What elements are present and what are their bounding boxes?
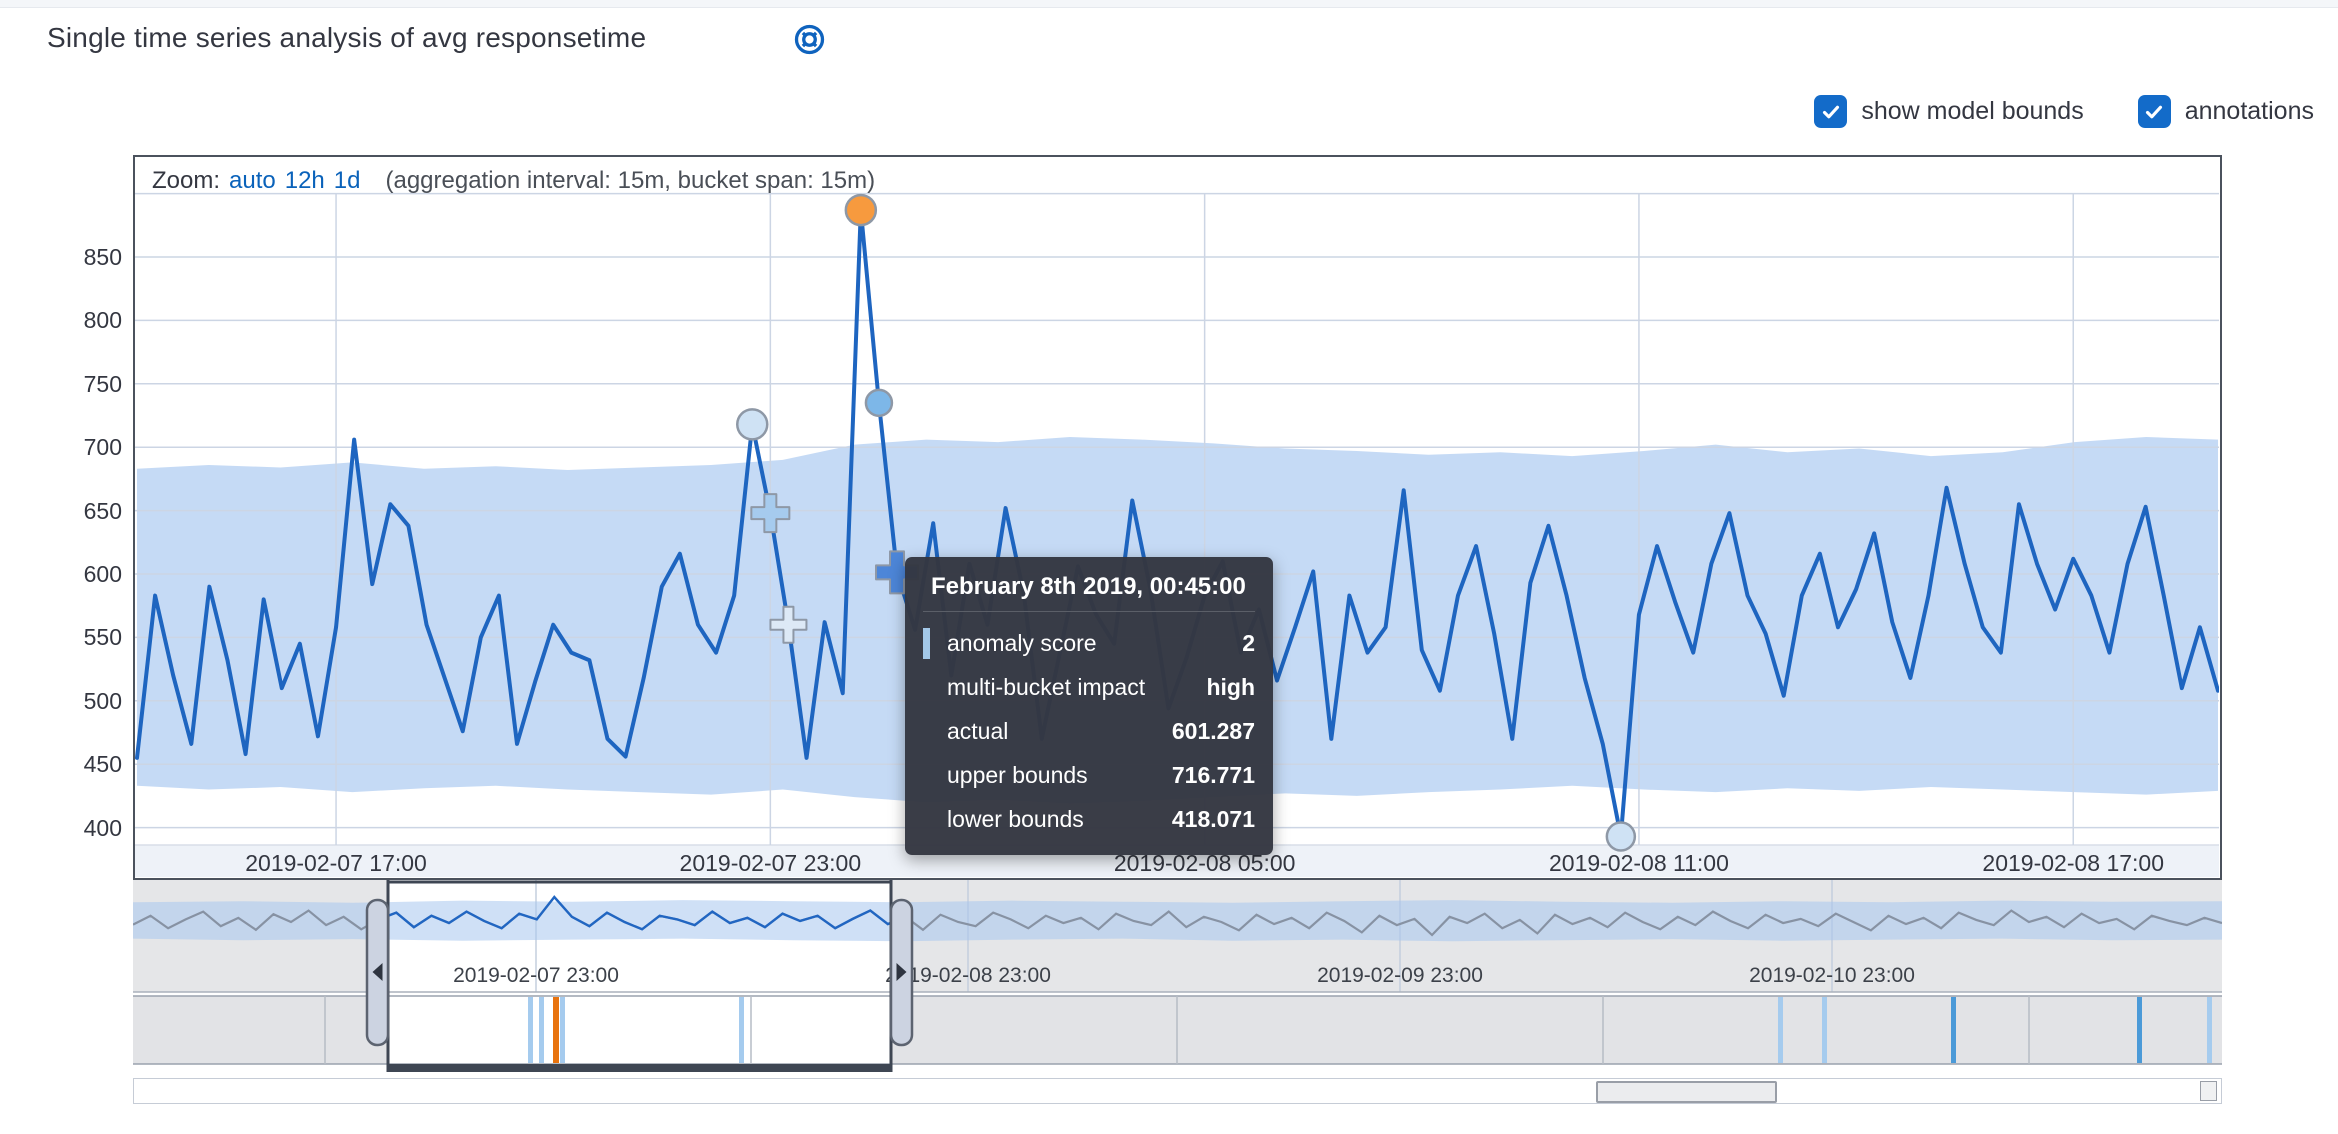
tooltip-row: anomaly score 2: [923, 621, 1255, 665]
context-chart[interactable]: 2019-02-07 23:00 2019-02-08 23:00 2019-02-…: [132, 880, 2223, 1074]
svg-text:2019-02-08 17:00: 2019-02-08 17:00: [1982, 850, 2164, 876]
y-tick-label: 450: [83, 751, 122, 778]
swimlane-anomaly-tick: [1822, 997, 1827, 1063]
swimlane-anomaly-tick: [528, 997, 533, 1063]
tooltip-row: lower bounds 418.071: [947, 805, 1255, 832]
zoom-link-12h[interactable]: 12h: [284, 167, 325, 194]
page-top-strip: [0, 0, 2338, 8]
y-tick-label: 650: [83, 497, 122, 524]
severity-marker: [923, 621, 947, 665]
y-tick-label: 600: [83, 561, 122, 587]
swimlane-anomaly-tick: [1951, 997, 1956, 1063]
show-model-bounds-label: show model bounds: [1861, 97, 2084, 125]
y-tick-label: 750: [83, 370, 122, 397]
y-tick-label: 700: [83, 434, 122, 461]
anomaly-marker-circle: [1605, 821, 1637, 852]
y-tick-label: 400: [83, 814, 122, 841]
context-tick-label: 2019-02-08 23:00: [885, 964, 1051, 987]
show-model-bounds-checkbox[interactable]: show model bounds: [1814, 95, 2084, 128]
zoom-link-auto[interactable]: auto: [229, 167, 276, 194]
y-tick-label: 850: [83, 244, 122, 270]
aggregation-interval-note: (aggregation interval: 15m, bucket span:…: [385, 167, 876, 194]
zoom-link-1d[interactable]: 1d: [333, 167, 361, 194]
scrollbar-grip[interactable]: [2200, 1081, 2217, 1101]
svg-text:2019-02-07 23:00: 2019-02-07 23:00: [680, 850, 862, 876]
anomaly-marker-circle: [736, 408, 769, 441]
scrollbar-thumb[interactable]: [1596, 1081, 1777, 1103]
brush-bottom-bar: [386, 1064, 893, 1072]
y-tick-label: 800: [83, 307, 122, 334]
tooltip-row: upper bounds 716.771: [947, 761, 1255, 788]
annotations-checkbox[interactable]: annotations: [2137, 95, 2314, 128]
anomaly-marker-cross: [875, 550, 920, 595]
y-tick-label: 500: [83, 687, 122, 714]
chart-zoom-header: Zoom: auto 12h 1d (aggregation interval:…: [152, 167, 875, 195]
swimlane-anomaly-tick: [2137, 997, 2142, 1063]
horizontal-scrollbar[interactable]: [133, 1078, 2222, 1104]
svg-text:2019-02-08 11:00: 2019-02-08 11:00: [1549, 850, 1729, 876]
y-tick-label: 550: [83, 624, 122, 651]
svg-text:2019-02-07 17:00: 2019-02-07 17:00: [245, 850, 427, 876]
tooltip-row: multi-bucket impact high: [947, 673, 1255, 700]
brush-handle-arrow-left: [372, 963, 383, 981]
anomaly-tooltip: February 8th 2019, 00:45:00 anomaly scor…: [905, 557, 1273, 855]
context-tick-label: 2019-02-10 23:00: [1749, 964, 1915, 987]
annotations-label: annotations: [2184, 97, 2314, 125]
checkbox-checked-icon[interactable]: [2137, 95, 2171, 128]
anomaly-marker-cross: [769, 605, 808, 644]
page-title: Single time series analysis of avg respo…: [47, 22, 647, 53]
zoom-label: Zoom:: [152, 167, 221, 194]
tooltip-title: February 8th 2019, 00:45:00: [923, 569, 1255, 612]
help-ring-icon[interactable]: [793, 23, 826, 56]
anomaly-marker-circle: [864, 388, 894, 418]
chart-controls: show model bounds annotations: [1814, 95, 2314, 128]
swimlane-anomaly-tick: [553, 997, 559, 1063]
swimlane-anomaly-tick: [2207, 997, 2212, 1063]
context-tick-label: 2019-02-09 23:00: [1317, 964, 1483, 987]
brush-handle-arrow-right: [896, 963, 907, 981]
anomaly-marker-cross: [750, 493, 791, 534]
swimlane-anomaly-tick: [560, 997, 565, 1063]
context-tick-label: 2019-02-07 23:00: [453, 964, 619, 987]
swimlane-anomaly-tick: [739, 997, 744, 1063]
checkbox-checked-icon[interactable]: [1814, 95, 1848, 128]
anomaly-marker-circle: [844, 193, 878, 227]
tooltip-row: actual 601.287: [947, 717, 1255, 744]
swimlane-anomaly-tick: [1778, 997, 1783, 1063]
swimlane-anomaly-tick: [539, 997, 544, 1063]
